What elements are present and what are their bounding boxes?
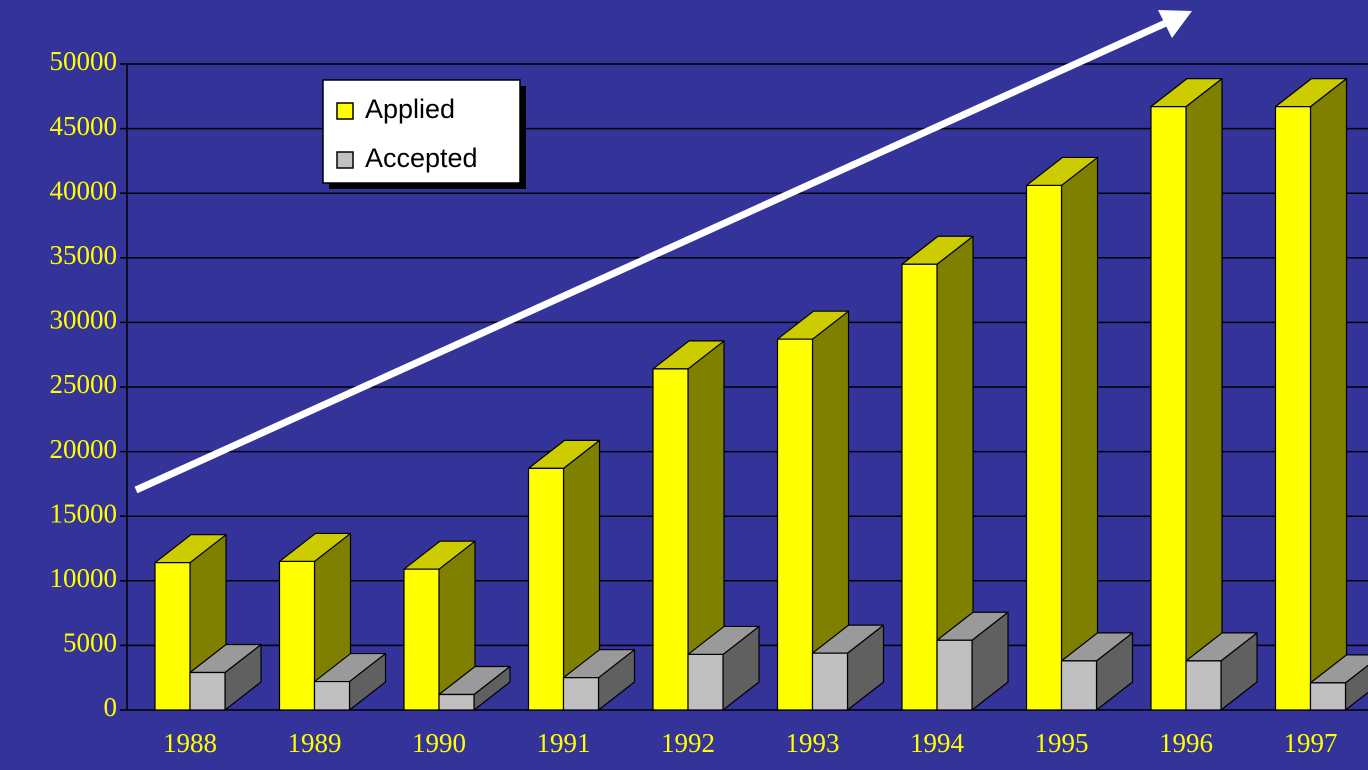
x-tick-label: 1991 (537, 728, 591, 758)
y-tick-label: 0 (104, 692, 118, 722)
y-tick-label: 20000 (50, 434, 118, 464)
bar (652, 368, 689, 711)
bar (901, 263, 938, 711)
y-tick-label: 15000 (50, 498, 118, 528)
y-tick-label: 30000 (50, 305, 118, 335)
legend-box (322, 79, 521, 184)
bar (278, 560, 316, 711)
y-tick-label: 50000 (50, 46, 118, 76)
bar (1309, 682, 1347, 711)
y-tick-label: 25000 (50, 369, 118, 399)
bar (438, 693, 475, 711)
bar-side (1309, 78, 1348, 711)
bar (936, 639, 973, 711)
x-tick-label: 1994 (910, 728, 965, 758)
bars: 1988 1989 1990 1991 1992 1993 1994 1995 1996 1997 (154, 78, 1368, 758)
bar (154, 562, 191, 711)
arrow-head (1158, 10, 1192, 38)
y-tick-label: 45000 (50, 111, 118, 141)
x-tick-label: 1988 (163, 728, 217, 758)
x-tick-label: 1990 (412, 728, 466, 758)
legend-label: Applied (365, 94, 455, 124)
x-tick-label: 1993 (786, 728, 840, 758)
legend-label: Accepted (365, 143, 478, 173)
x-tick-label: 1989 (288, 728, 342, 758)
bar (1185, 660, 1222, 711)
legend: Applied Accepted (322, 79, 526, 189)
y-tick-label: 35000 (50, 240, 118, 270)
bar (313, 680, 351, 711)
bar (811, 652, 849, 711)
arrow-shaft (134, 18, 1170, 494)
bar (687, 653, 724, 711)
trend-arrow (134, 10, 1192, 494)
legend-swatch (336, 151, 354, 169)
bar (527, 467, 565, 711)
x-tick-label: 1997 (1284, 728, 1338, 758)
legend-swatch (336, 102, 354, 120)
bar (1060, 660, 1098, 711)
bar-side (1060, 156, 1099, 711)
bar (1274, 106, 1312, 711)
y-tick-label: 40000 (50, 175, 118, 205)
bar (562, 677, 600, 711)
bar (776, 338, 814, 711)
bar (403, 568, 440, 711)
x-tick-label: 1996 (1159, 728, 1213, 758)
bar (1025, 184, 1063, 711)
y-tick-label: 10000 (50, 563, 118, 593)
bar (189, 671, 226, 711)
y-tick-label: 5000 (63, 628, 117, 658)
x-tick-label: 1995 (1035, 728, 1089, 758)
bar (1150, 106, 1187, 711)
bar-side (1185, 78, 1223, 711)
x-tick-label: 1992 (661, 728, 715, 758)
